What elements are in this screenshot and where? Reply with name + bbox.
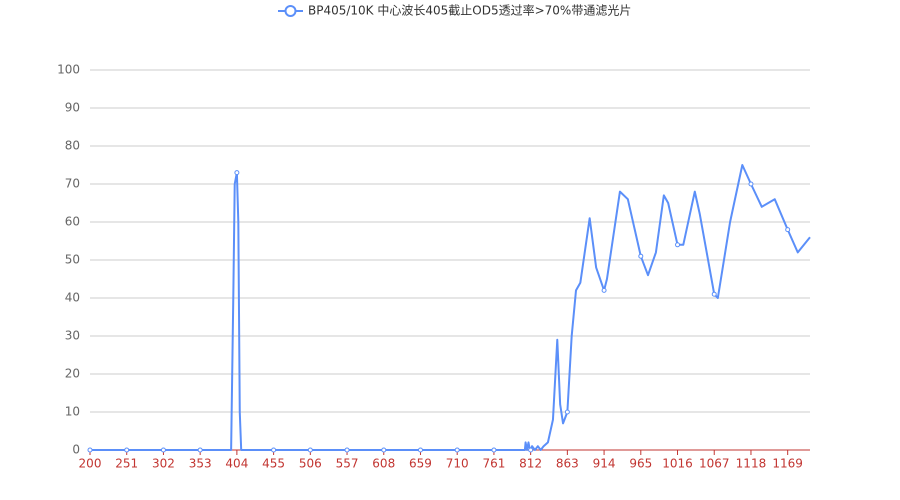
x-tick-label: 404 <box>225 457 248 471</box>
x-tick-label: 1118 <box>736 457 767 471</box>
point-marker <box>234 170 240 176</box>
point-marker <box>601 287 607 293</box>
point-marker <box>528 447 534 453</box>
y-tick-label: 60 <box>65 215 80 229</box>
x-tick-label: 506 <box>299 457 322 471</box>
x-tick-label: 659 <box>409 457 432 471</box>
x-tick-label: 302 <box>152 457 175 471</box>
y-tick-label: 50 <box>65 253 80 267</box>
x-tick-label: 761 <box>482 457 505 471</box>
point-marker <box>638 253 644 259</box>
point-marker <box>748 181 754 187</box>
y-tick-label: 70 <box>65 177 80 191</box>
point-marker <box>124 447 130 453</box>
x-tick-label: 812 <box>519 457 542 471</box>
y-tick-label: 90 <box>65 101 80 115</box>
x-tick-label: 965 <box>629 457 652 471</box>
x-tick-label: 251 <box>115 457 138 471</box>
x-tick-label: 914 <box>593 457 616 471</box>
x-tick-label: 455 <box>262 457 285 471</box>
point-marker <box>271 447 277 453</box>
legend-label: BP405/10K 中心波长405截止OD5透过率>70%带通滤光片 <box>308 3 631 18</box>
x-tick-label: 863 <box>556 457 579 471</box>
y-tick-label: 10 <box>65 405 80 419</box>
point-marker <box>711 291 717 297</box>
x-tick-label: 557 <box>336 457 359 471</box>
x-tick-label: 1169 <box>772 457 803 471</box>
series-line <box>90 164 811 451</box>
point-marker <box>564 409 570 415</box>
x-tick-label: 608 <box>372 457 395 471</box>
legend-marker <box>284 5 297 17</box>
y-tick-label: 100 <box>57 63 80 77</box>
y-tick-label: 40 <box>65 291 80 305</box>
y-tick-label: 30 <box>65 329 80 343</box>
x-tick-label: 710 <box>446 457 469 471</box>
x-tick-label: 1067 <box>699 457 730 471</box>
y-tick-label: 0 <box>72 443 80 457</box>
point-marker <box>197 447 203 453</box>
point-marker <box>491 447 497 453</box>
x-tick-label: 353 <box>189 457 212 471</box>
point-marker <box>454 447 460 453</box>
x-tick-label: 200 <box>79 457 102 471</box>
x-tick-label: 1016 <box>662 457 693 471</box>
y-tick-label: 20 <box>65 367 80 381</box>
point-marker <box>675 242 681 248</box>
point-marker <box>87 447 93 453</box>
point-marker <box>160 447 166 453</box>
point-marker <box>307 447 313 453</box>
point-marker <box>344 447 350 453</box>
point-marker <box>785 227 791 233</box>
point-marker <box>417 447 423 453</box>
point-marker <box>381 447 387 453</box>
y-tick-label: 80 <box>65 139 80 153</box>
